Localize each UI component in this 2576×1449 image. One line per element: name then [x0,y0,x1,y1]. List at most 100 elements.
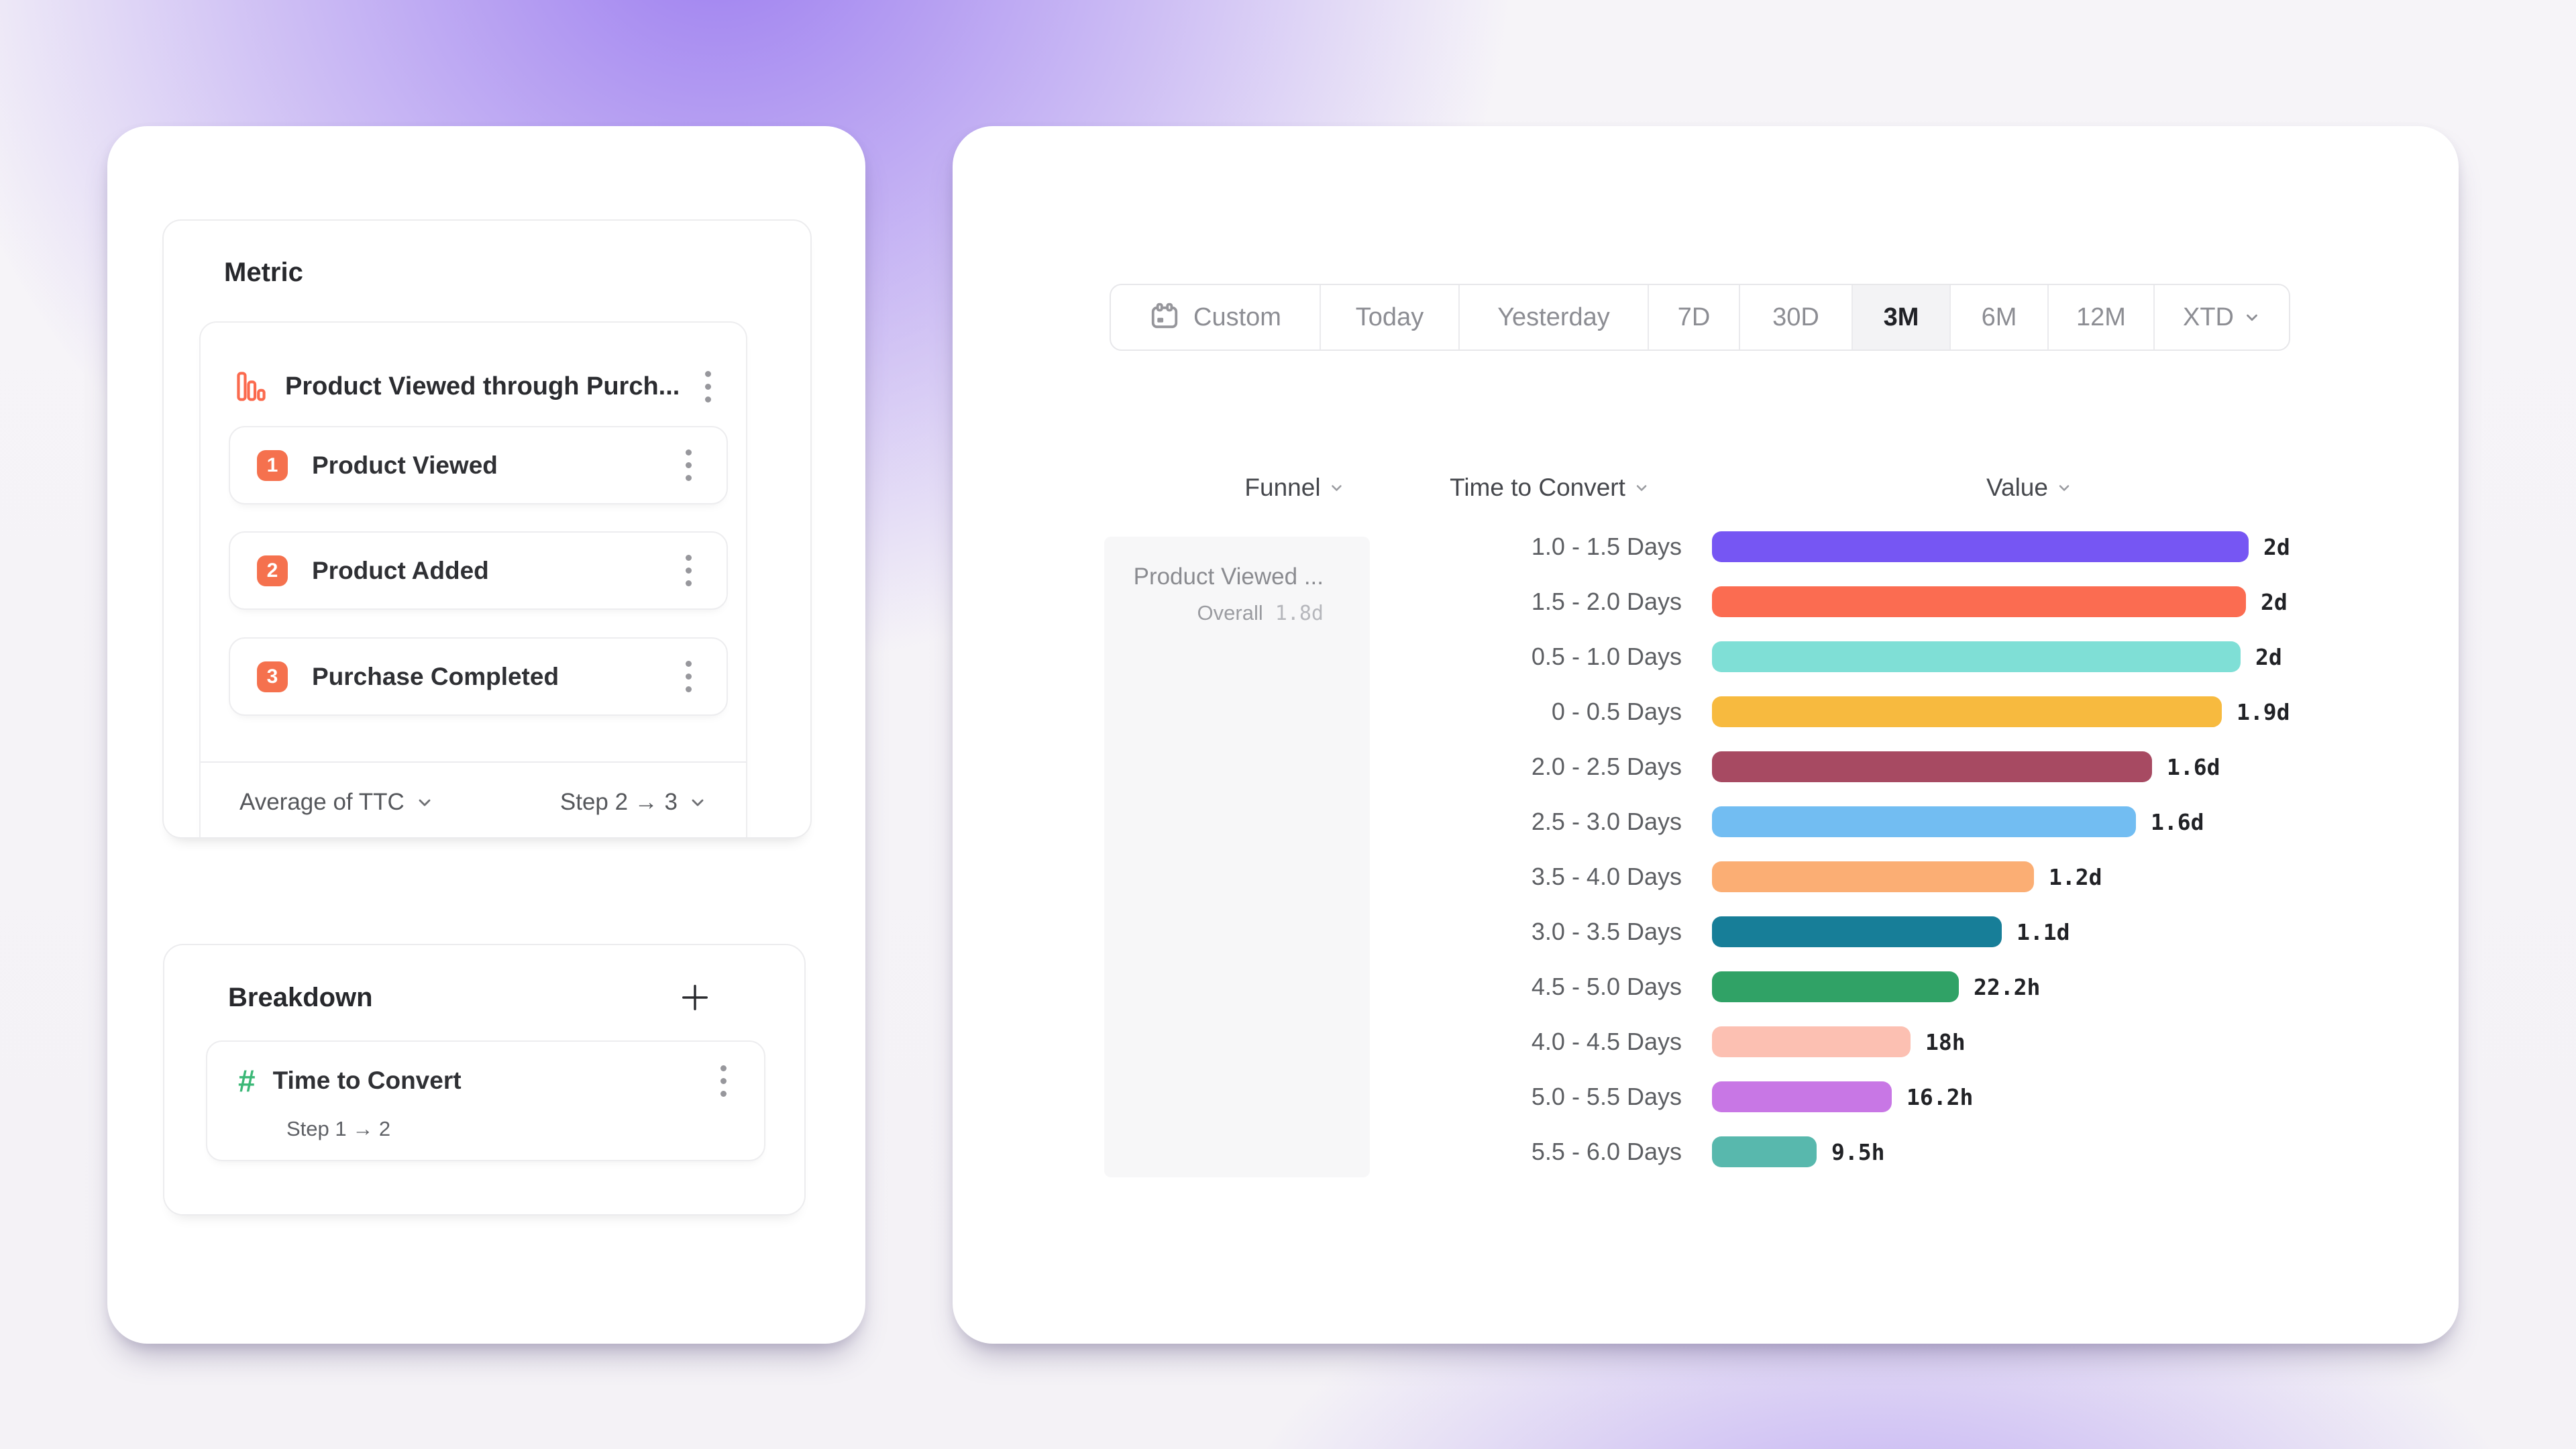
kebab-menu-icon[interactable] [716,1058,731,1104]
date-tab-label: 3M [1883,303,1919,331]
funnel-group-cell[interactable]: Product Viewed ... Overall 1.8d [1104,537,1370,1177]
date-tab-label: Today [1355,303,1424,331]
metric-panel: Metric Product Viewed through Purch... 1… [162,219,812,839]
step-number-badge: 2 [257,555,288,586]
date-tab-xtd[interactable]: XTD [2155,285,2289,350]
calendar-icon [1149,302,1180,333]
table-row: 0.5 - 1.0 Days 2d [1370,629,2438,684]
bar-chart-icon [237,372,266,401]
bucket-label: 0 - 0.5 Days [1551,698,1682,725]
breakdown-title: Breakdown [228,982,373,1012]
bar-value-label: 2d [2263,533,2290,560]
table-row: 3.0 - 3.5 Days 1.1d [1370,904,2438,959]
value-bar[interactable] [1712,861,2034,892]
date-range-tabs: Custom Today Yesterday 7D 30D 3M 6M 12M XTD [1110,284,2290,351]
funnel-group-name: Product Viewed ... [1133,564,1324,590]
kebab-menu-icon[interactable] [682,653,696,700]
bar-chart: 1.0 - 1.5 Days 2d 1.5 - 2.0 Days 2d 0.5 - 1.… [1370,519,2438,1179]
date-tab-6m[interactable]: 6M [1951,285,2049,350]
bucket-label: 3.5 - 4.0 Days [1531,863,1682,890]
step-range-label: Step 2 → 3 [559,789,678,815]
value-bar[interactable] [1712,696,2222,727]
table-row: 1.5 - 2.0 Days 2d [1370,574,2438,629]
breakdown-item-name: Time to Convert [272,1067,462,1094]
add-breakdown-button[interactable] [680,982,710,1013]
date-tab-label: 12M [2076,303,2126,331]
funnel-metric-name: Product Viewed through Purch... [285,372,680,400]
value-bar[interactable] [1712,1136,1817,1167]
funnel-overall-stat: Overall 1.8d [1197,601,1324,625]
bar-value-label: 1.9d [2237,698,2290,725]
breakdown-header: Breakdown [228,977,710,1018]
step-range-dropdown[interactable]: Step 2 → 3 [560,789,707,816]
date-tab-label: Custom [1193,303,1281,331]
plus-icon [682,985,708,1010]
value-bar[interactable] [1712,806,2136,837]
bar-value-label: 1.6d [2167,753,2220,780]
bucket-label: 5.5 - 6.0 Days [1531,1138,1682,1165]
funnel-step-row[interactable]: 2 Product Added [229,531,728,610]
bucket-label: 2.0 - 2.5 Days [1531,753,1682,780]
step-event-name: Purchase Completed [312,662,559,690]
bucket-label: 4.0 - 4.5 Days [1531,1028,1682,1055]
funnel-step-row[interactable]: 1 Product Viewed [229,426,728,504]
bucket-label: 0.5 - 1.0 Days [1531,643,1682,670]
date-tab-today[interactable]: Today [1321,285,1460,350]
kebab-menu-icon[interactable] [701,364,715,410]
value-bar[interactable] [1712,916,2002,947]
table-row: 4.0 - 4.5 Days 18h [1370,1014,2438,1069]
table-row: 1.0 - 1.5 Days 2d [1370,519,2438,574]
bucket-label: 1.0 - 1.5 Days [1531,533,1682,560]
bar-value-label: 2d [2261,588,2288,615]
date-tab-label: XTD [2183,303,2234,331]
value-bar[interactable] [1712,1081,1892,1112]
value-bar[interactable] [1712,1026,1911,1057]
bucket-label: 5.0 - 5.5 Days [1531,1083,1682,1110]
breakdown-item-step-range: Step 1 → 2 [286,1117,391,1140]
column-header-funnel[interactable]: Funnel [1244,474,1344,502]
column-header-value[interactable]: Value [1986,474,2072,502]
bucket-label: 4.5 - 5.0 Days [1531,973,1682,1000]
value-bar[interactable] [1712,641,2241,672]
aggregation-dropdown[interactable]: Average of TTC [239,789,434,816]
date-tab-3m[interactable]: 3M [1853,285,1951,350]
date-tab-7d[interactable]: 7D [1649,285,1740,350]
value-bar[interactable] [1712,531,2249,562]
funnel-step-row[interactable]: 3 Purchase Completed [229,637,728,716]
date-tab-12m[interactable]: 12M [2049,285,2155,350]
step-event-name: Product Viewed [312,451,498,479]
bar-value-label: 9.5h [1831,1138,1885,1165]
funnel-metric-header[interactable]: Product Viewed through Purch... [201,356,746,417]
date-tab-label: 6M [1981,303,2017,331]
kebab-menu-icon[interactable] [682,442,696,488]
bar-value-label: 2d [2255,643,2282,670]
query-builder-card: Metric Product Viewed through Purch... 1… [107,126,865,1344]
breakdown-item-card[interactable]: # Time to Convert Step 1 → 2 [206,1040,765,1161]
bucket-label: 1.5 - 2.0 Days [1531,588,1682,615]
date-tab-yesterday[interactable]: Yesterday [1460,285,1649,350]
report-card: Custom Today Yesterday 7D 30D 3M 6M 12M XTD Funn… [953,126,2459,1344]
table-row: 4.5 - 5.0 Days 22.2h [1370,959,2438,1014]
kebab-menu-icon[interactable] [682,547,696,594]
date-tab-30d[interactable]: 30D [1740,285,1853,350]
table-row: 0 - 0.5 Days 1.9d [1370,684,2438,739]
date-tab-custom[interactable]: Custom [1111,285,1321,350]
funnel-metric-card[interactable]: Product Viewed through Purch... 1 Product… [199,321,747,837]
value-bar[interactable] [1712,586,2246,617]
bucket-label: 2.5 - 3.0 Days [1531,808,1682,835]
date-tab-label: Yesterday [1497,303,1610,331]
bar-value-label: 18h [1925,1028,1966,1055]
hash-icon: # [238,1063,256,1098]
breakdown-item-row: # Time to Convert [207,1059,764,1102]
date-tab-label: 30D [1772,303,1819,331]
value-bar[interactable] [1712,751,2152,782]
chevron-down-icon [2059,485,2070,491]
breakdown-panel: Breakdown # Time to Convert Step 1 → 2 [163,944,806,1216]
bar-value-label: 16.2h [1907,1083,1974,1110]
step-event-name: Product Added [312,556,489,584]
metric-panel-title: Metric [224,258,303,287]
column-header-time-to-convert[interactable]: Time to Convert [1450,474,1650,502]
bar-value-label: 1.1d [2017,918,2070,945]
value-bar[interactable] [1712,971,1959,1002]
aggregation-label: Average of TTC [239,789,405,815]
